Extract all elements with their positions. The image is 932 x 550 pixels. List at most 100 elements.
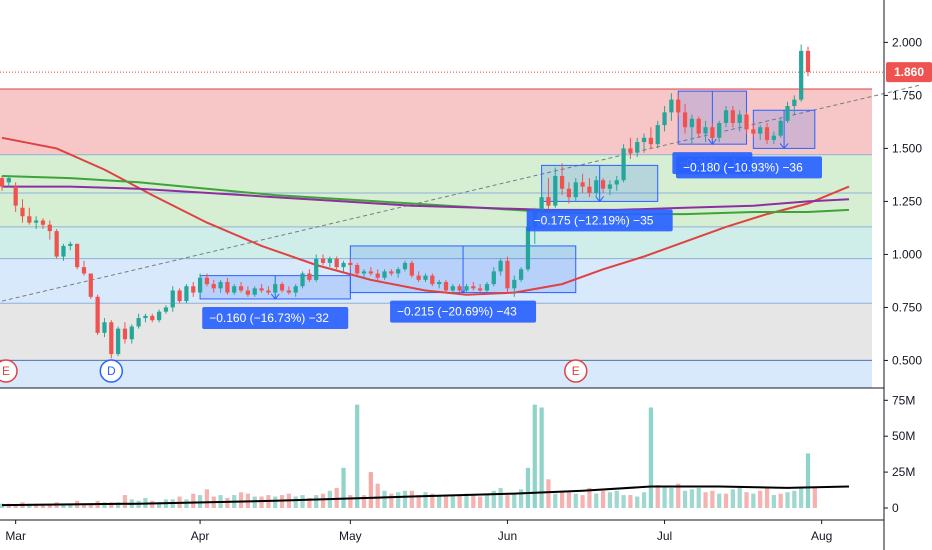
candle-body: [669, 99, 674, 113]
candle-body: [730, 110, 735, 123]
candle-body: [771, 135, 776, 140]
volume-bar: [409, 490, 414, 508]
candle-body: [785, 106, 790, 121]
candle-body: [484, 284, 490, 291]
last-price-tag: [886, 62, 932, 83]
volume-bar: [648, 407, 654, 508]
candle-body: [0, 178, 5, 187]
month-label: Jul: [657, 529, 672, 543]
volume-bar: [402, 490, 408, 508]
range-box-arrowhead: [270, 293, 280, 300]
volume-bar: [764, 486, 770, 508]
volume-bar: [744, 492, 749, 508]
volume-bar: [676, 483, 681, 508]
range-label-text: −0.160 (−16.73%) −32: [209, 311, 329, 325]
volume-bar: [88, 503, 93, 508]
candle-body: [54, 231, 59, 257]
candle-body: [464, 286, 469, 291]
candle-body: [355, 265, 360, 274]
price-tick-label: 0.750: [892, 300, 922, 314]
candle-body: [170, 290, 175, 308]
month-label: Apr: [191, 529, 210, 543]
range-label-text: −0.215 (−20.69%) −43: [397, 305, 517, 319]
volume-bar: [273, 496, 278, 508]
candle-body: [621, 148, 626, 181]
candle-body: [273, 284, 278, 293]
range-box-arrowhead: [779, 143, 789, 150]
candle-body: [471, 286, 476, 289]
month-label: Aug: [811, 529, 832, 543]
volume-bar: [730, 489, 735, 508]
volume-bar: [573, 493, 578, 508]
volume-bar: [792, 490, 797, 508]
moving-average-line: [1, 136, 850, 296]
volume-bar: [812, 487, 817, 508]
candle-body: [218, 281, 223, 289]
candle-body: [211, 284, 216, 289]
candle-body: [191, 286, 196, 293]
volume-bar: [607, 492, 613, 508]
volume-bar: [498, 487, 503, 508]
candle-body: [368, 271, 373, 274]
volume-bar: [464, 493, 469, 508]
month-label: Mar: [5, 529, 26, 543]
candle-body: [150, 315, 155, 321]
volume-bar: [478, 496, 483, 508]
candle-body: [758, 127, 763, 134]
candle-body: [737, 114, 742, 123]
volume-bar: [682, 490, 688, 508]
candle-body: [225, 281, 230, 293]
candle-body: [614, 180, 619, 185]
volume-bar: [368, 472, 373, 508]
candle-body: [676, 99, 681, 113]
candle-body: [375, 273, 380, 278]
candle-body: [348, 262, 353, 266]
volume-bar: [539, 407, 544, 508]
range-label-box: [390, 300, 537, 323]
candle-body: [361, 271, 367, 274]
volume-bar: [559, 490, 565, 508]
volume-bar: [484, 495, 490, 508]
volume-bar: [341, 467, 346, 508]
candle-body: [423, 275, 428, 280]
candle-body: [696, 118, 701, 134]
volume-bar: [225, 497, 230, 508]
candle-body: [594, 180, 599, 193]
volume-bar: [34, 503, 39, 508]
volume-bar: [116, 502, 121, 508]
candle-body: [81, 267, 87, 274]
volume-bar: [122, 495, 128, 508]
candle-body: [600, 180, 606, 189]
candle-body: [751, 129, 756, 134]
volume-bar: [259, 496, 264, 508]
volume-bar: [300, 495, 305, 508]
volume-bar: [491, 490, 496, 508]
event-marker: [99, 359, 124, 383]
volume-bar: [184, 499, 189, 508]
candle-body: [587, 186, 592, 193]
candle-body: [136, 318, 141, 327]
volume-bar: [799, 487, 804, 508]
candle-body: [259, 288, 264, 291]
volume-tick-label: 50M: [892, 429, 915, 443]
candle-body: [75, 243, 80, 268]
event-marker: [0, 359, 18, 383]
volume-bar: [512, 493, 517, 508]
candle-body: [498, 260, 503, 272]
volume-bar: [594, 493, 599, 508]
candle-body: [245, 290, 251, 295]
range-box-arrowhead: [707, 138, 717, 145]
candle-body: [519, 269, 524, 280]
candle-body: [300, 273, 305, 287]
volume-bar: [61, 503, 66, 508]
volume-bar: [635, 496, 640, 508]
range-label-box: [526, 209, 673, 232]
volume-bar: [450, 495, 455, 508]
candle-body: [443, 281, 449, 291]
candle-body: [402, 262, 408, 270]
event-marker-label: E: [572, 364, 580, 378]
volume-bar: [314, 495, 319, 508]
volume-bar: [375, 483, 380, 508]
moving-average-lines: [1, 136, 850, 296]
